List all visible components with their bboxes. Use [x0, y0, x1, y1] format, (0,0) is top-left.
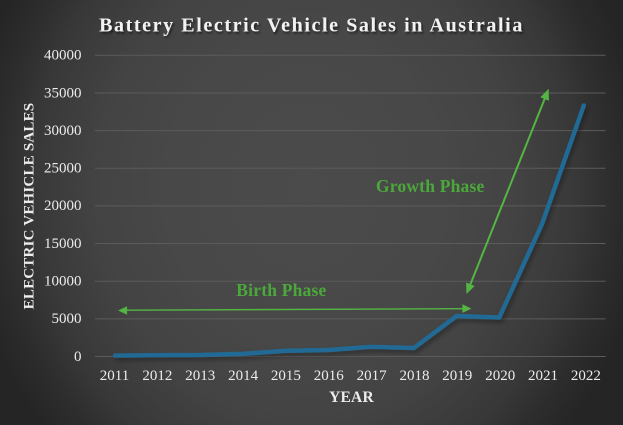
svg-text:35000: 35000 — [44, 85, 82, 101]
svg-text:ELECTRIC VEHICLE SALES: ELECTRIC VEHICLE SALES — [22, 103, 38, 310]
svg-text:40000: 40000 — [44, 48, 82, 64]
svg-text:Birth Phase: Birth Phase — [236, 280, 326, 300]
svg-text:10000: 10000 — [44, 274, 82, 290]
svg-text:2015: 2015 — [271, 368, 301, 384]
svg-text:2017: 2017 — [357, 368, 388, 384]
svg-text:YEAR: YEAR — [329, 389, 374, 406]
svg-text:2014: 2014 — [228, 368, 259, 384]
svg-text:30000: 30000 — [44, 123, 82, 139]
svg-text:2013: 2013 — [185, 368, 215, 384]
svg-text:0: 0 — [74, 349, 82, 365]
svg-text:2018: 2018 — [400, 368, 430, 384]
svg-text:Battery Electric Vehicle Sales: Battery Electric Vehicle Sales in Austra… — [99, 14, 524, 36]
svg-text:25000: 25000 — [44, 161, 82, 177]
svg-text:2011: 2011 — [100, 368, 129, 384]
svg-text:20000: 20000 — [44, 198, 82, 214]
svg-text:5000: 5000 — [52, 311, 82, 327]
svg-text:Growth Phase: Growth Phase — [376, 176, 485, 196]
svg-text:2020: 2020 — [485, 368, 515, 384]
svg-text:2022: 2022 — [571, 368, 601, 384]
svg-text:2012: 2012 — [142, 368, 172, 384]
svg-text:2019: 2019 — [442, 368, 472, 384]
svg-text:15000: 15000 — [44, 236, 82, 252]
svg-text:2021: 2021 — [528, 368, 558, 384]
svg-text:2016: 2016 — [314, 368, 345, 384]
